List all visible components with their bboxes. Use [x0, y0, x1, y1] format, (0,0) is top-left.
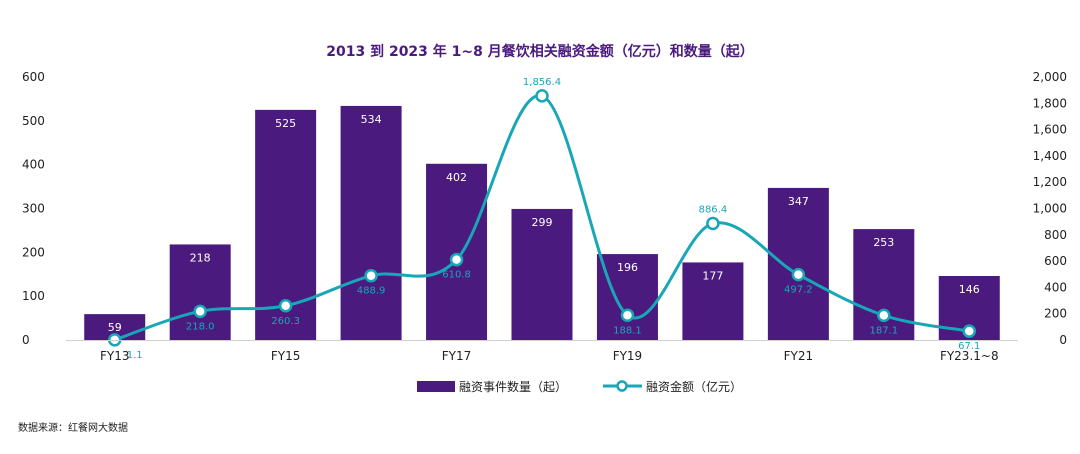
- y-right-tick-label: 400: [1044, 280, 1067, 294]
- bar-value-label: 196: [617, 261, 638, 274]
- line-value-label: 260.3: [271, 316, 300, 327]
- y-right-tick-label: 2,000: [1033, 70, 1067, 84]
- chart-title: 2013 到 2023 年 1~8 月餐饮相关融资金额（亿元）和数量（起）: [326, 43, 754, 60]
- bar-value-label: 534: [361, 113, 382, 126]
- y-right-tick-label: 1,000: [1033, 202, 1067, 216]
- bar-value-label: 218: [190, 251, 211, 264]
- bar-value-label: 402: [446, 171, 467, 184]
- y-left-tick-label: 0: [22, 333, 30, 347]
- y-right-tick-label: 600: [1044, 254, 1067, 268]
- y-left-tick-label: 600: [22, 70, 45, 84]
- bar: [511, 208, 573, 340]
- bar-value-label: 299: [532, 216, 553, 229]
- line-value-label: 1.1: [127, 350, 143, 361]
- y-right-tick-label: 0: [1059, 333, 1067, 347]
- line-point: [791, 267, 806, 282]
- bar: [682, 262, 744, 340]
- line-point: [535, 89, 549, 103]
- y-right-tick-label: 1,400: [1033, 149, 1067, 163]
- line-point: [278, 299, 293, 313]
- line-value-label: 497.2: [784, 285, 813, 296]
- y-right-tick-label: 1,800: [1033, 96, 1067, 110]
- line-value-label: 187.1: [869, 325, 898, 336]
- x-tick-label: FY17: [442, 349, 472, 363]
- line-point: [449, 252, 464, 267]
- bar: [426, 163, 488, 340]
- line-point: [877, 308, 891, 323]
- y-left-tick-label: 200: [22, 245, 45, 259]
- legend-bar-label: 融资事件数量（起）: [459, 379, 567, 394]
- line-value-label: 188.1: [613, 325, 642, 336]
- line-value-label: 67.1: [958, 341, 980, 352]
- x-tick-label: FY19: [613, 349, 643, 363]
- line-point: [107, 333, 122, 347]
- y-right-tick-label: 1,200: [1033, 175, 1067, 189]
- legend-bar-swatch: [417, 381, 455, 392]
- line-value-label: 886.4: [699, 204, 728, 215]
- y-left-tick-label: 100: [22, 289, 45, 303]
- data-source: 数据来源：红餐网大数据: [18, 423, 128, 434]
- line-point: [193, 304, 207, 319]
- line-value-label: 610.8: [442, 270, 471, 281]
- bar-value-label: 253: [873, 236, 894, 249]
- y-right-tick-label: 200: [1044, 307, 1067, 321]
- line-point: [620, 308, 635, 323]
- bar: [767, 187, 829, 340]
- line-point: [706, 216, 720, 231]
- y-left-tick-label: 300: [22, 202, 45, 216]
- x-tick-label: FY15: [271, 349, 301, 363]
- legend-line-marker: [616, 380, 628, 392]
- line-point: [962, 324, 977, 338]
- x-tick-label: FY21: [784, 349, 814, 363]
- y-left-tick-label: 400: [22, 158, 45, 172]
- bar-value-label: 525: [275, 117, 296, 130]
- line-value-label: 218.0: [186, 321, 215, 332]
- bar-value-label: 347: [788, 195, 809, 208]
- legend-line-label: 融资金额（亿元）: [646, 379, 742, 394]
- x-tick-label: FY23.1~8: [940, 349, 999, 363]
- bar-value-label: 177: [702, 269, 723, 282]
- bar: [340, 105, 402, 341]
- line-value-label: 1,856.4: [523, 77, 561, 88]
- y-left-tick-label: 500: [22, 114, 45, 128]
- bar: [169, 244, 231, 340]
- line-value-label: 488.9: [357, 286, 386, 297]
- y-right-tick-label: 1,600: [1033, 123, 1067, 137]
- bar: [596, 254, 658, 340]
- bar-value-label: 59: [108, 321, 122, 334]
- y-right-tick-label: 800: [1044, 228, 1067, 242]
- x-tick-label: FY13: [100, 349, 130, 363]
- line-point: [364, 268, 378, 283]
- bar-value-label: 146: [959, 283, 980, 296]
